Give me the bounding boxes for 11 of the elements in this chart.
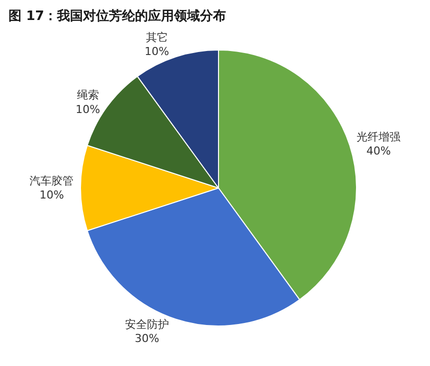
data-label: 40% [366,144,391,158]
slice-label: 汽车胶管 [30,174,74,188]
data-label: 10% [39,188,64,202]
data-label: 10% [76,102,100,116]
slice-label: 安全防护 [125,318,170,331]
slice-label: 绳索 [76,88,99,102]
slice-label: 其它 [146,30,168,44]
chart-title: 图 17：我国对位芳纶的应用领域分布 [8,8,226,24]
data-label: 10% [144,45,170,58]
slice-label: 光纤增强 [356,130,401,144]
data-label: 30% [134,332,160,346]
